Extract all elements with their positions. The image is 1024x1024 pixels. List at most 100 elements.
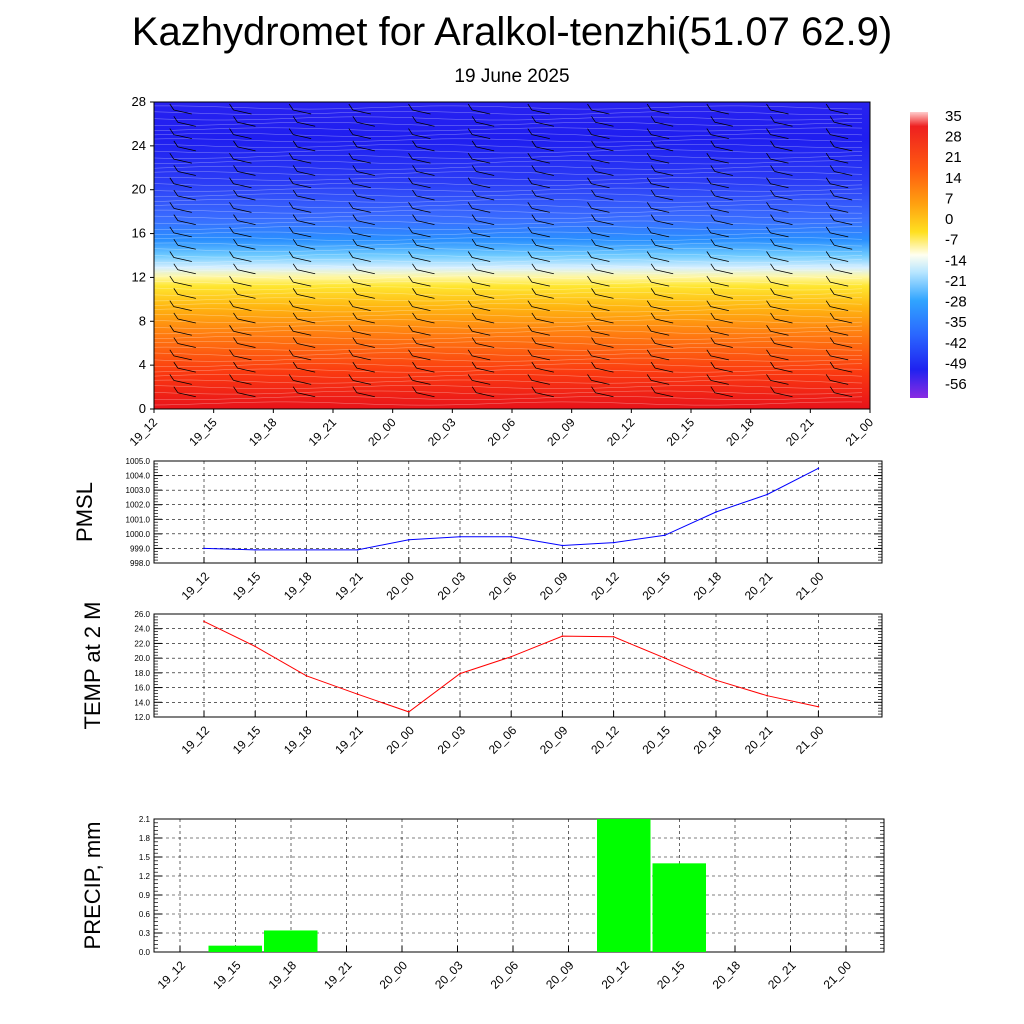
data-point [356, 549, 359, 551]
x-tick-label: 21_00 [793, 723, 827, 757]
x-tick-label: 20_03 [435, 569, 469, 603]
wind-barb [348, 152, 371, 164]
colorbar-label: 35 [945, 108, 962, 125]
wind-barb [531, 116, 554, 127]
wind-barb [825, 202, 849, 213]
wind-barb [706, 374, 729, 385]
wind-barb [348, 275, 371, 287]
x-tick-label: 20_00 [377, 958, 411, 992]
wind-barb [650, 140, 674, 152]
wind-barb [527, 103, 550, 115]
x-tick-label: 20_03 [435, 723, 469, 757]
y-tick-label: 18.0 [134, 669, 150, 678]
colorbar-label: -56 [945, 376, 967, 393]
wind-barb [348, 177, 371, 189]
temp-2m-chart: 12.0 14.0 16.0 18.0 20.0 22.0 24.0 26.0 19_12 19_… [80, 602, 883, 757]
wind-barb [770, 214, 793, 226]
contour-line [154, 385, 863, 389]
wind-barb [706, 251, 729, 262]
wind-barb [169, 325, 192, 336]
wind-barb [650, 361, 674, 373]
wind-barb [829, 238, 853, 250]
wind-barb [646, 251, 670, 262]
contour-line [154, 171, 863, 176]
wind-barb [710, 263, 733, 275]
data-point [305, 675, 308, 677]
wind-barb [527, 152, 550, 164]
y-tick-label: 26.0 [134, 610, 150, 619]
x-tick-label: 20_09 [537, 569, 571, 603]
wind-barb [412, 214, 435, 226]
data-point [715, 679, 717, 682]
wind-barb [591, 140, 614, 152]
wind-barb [408, 275, 431, 287]
x-tick-label: 20_12 [599, 958, 633, 992]
wind-barb [229, 202, 252, 213]
wind-barb [770, 238, 793, 250]
x-tick-label: 20_03 [432, 958, 466, 992]
bar [652, 863, 706, 952]
y-tick-label: 20 [132, 182, 146, 197]
contour-line [154, 396, 863, 400]
wind-barb [646, 275, 670, 287]
contour-line [154, 335, 863, 340]
x-tick-label: 20_15 [639, 723, 673, 757]
y-tick-label: 0.0 [139, 948, 151, 957]
wind-barb [348, 300, 371, 312]
contour-line [154, 374, 863, 378]
wind-barb [412, 288, 435, 299]
wind-barb [169, 374, 192, 385]
wind-barb [587, 275, 610, 287]
y-tick-label: 28 [132, 94, 146, 109]
wind-barb [770, 361, 793, 373]
wind-barb [292, 263, 316, 275]
x-tick-label: 19_15 [210, 958, 244, 992]
wind-barbs [169, 103, 853, 398]
wind-barb [531, 361, 554, 373]
x-tick-label: 21_00 [793, 569, 827, 603]
wind-barb [352, 361, 375, 373]
wind-barb [531, 165, 554, 176]
contour-line [154, 122, 863, 126]
wind-barb [169, 128, 192, 139]
wind-barb [591, 263, 614, 275]
x-tick-label: 19_18 [281, 569, 315, 603]
wind-barb [408, 325, 431, 336]
wind-barb [352, 189, 375, 201]
wind-barb [527, 300, 550, 312]
data-point [612, 541, 615, 544]
contour-line [154, 308, 863, 313]
wind-barb [591, 116, 614, 127]
wind-barb [591, 238, 614, 250]
contour-line [154, 105, 863, 110]
colorbar-label: 21 [945, 149, 962, 166]
wind-barb [471, 165, 495, 176]
contour-line [154, 270, 863, 274]
wind-barb [173, 312, 196, 324]
wind-barb [531, 189, 554, 201]
contour-line [154, 165, 863, 170]
wind-barb [169, 300, 192, 312]
contour-line [154, 204, 863, 209]
data-point [305, 549, 308, 551]
panel-frame [153, 460, 883, 564]
wind-barb [173, 214, 196, 226]
wind-barb [467, 251, 491, 262]
wind-barb [829, 140, 853, 152]
wind-barb [169, 103, 192, 115]
y-tick-label: 1001.0 [126, 515, 151, 524]
wind-barb [471, 189, 495, 201]
data-point [203, 547, 205, 550]
wind-barb [233, 189, 256, 201]
wind-barb [829, 288, 853, 299]
wind-barb [710, 312, 733, 324]
wind-barb [706, 202, 729, 213]
data-point [408, 711, 410, 713]
x-tick-label: 20_21 [742, 569, 776, 603]
wind-barb [770, 337, 793, 348]
data-point [561, 635, 564, 637]
y-tick-label: 1.5 [139, 853, 151, 862]
contour-line [154, 111, 863, 115]
contour-line [154, 259, 863, 263]
wind-barb [229, 128, 252, 139]
